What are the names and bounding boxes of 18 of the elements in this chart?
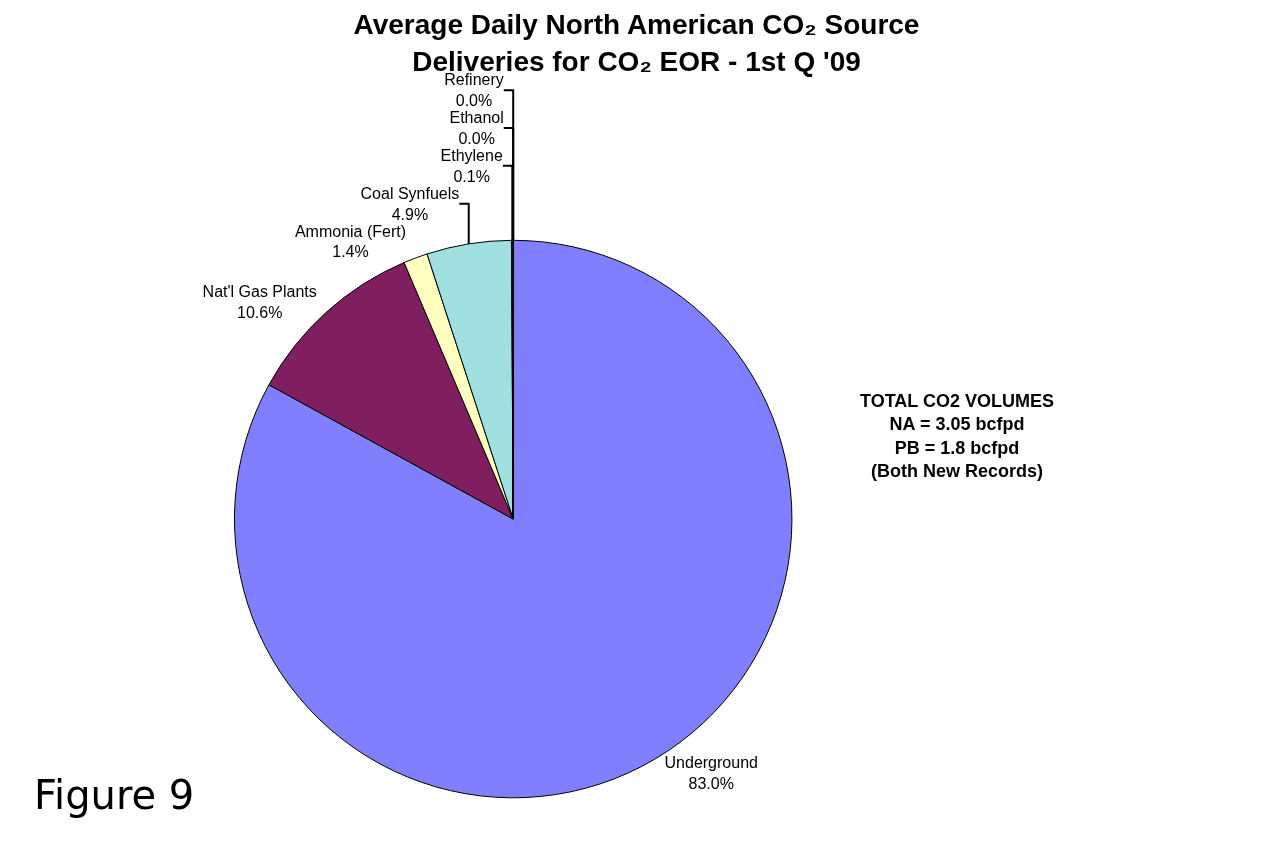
slice-label: Underground — [664, 754, 758, 772]
text: 0.0% — [455, 92, 493, 110]
slice-label: Nat'l Gas Plants — [202, 283, 317, 301]
data-label: 10.6% — [237, 303, 283, 321]
caption: Figure 9 — [34, 772, 195, 818]
data-label: 4.9% — [391, 205, 429, 223]
text: 0.0% — [458, 129, 495, 147]
data-label: 0.1% — [453, 167, 490, 185]
text: TOTAL CO2 VOLUMES — [860, 391, 1055, 411]
slice-label: Coal Synfuels — [360, 184, 460, 202]
text: NA = 3.05 bcfpd — [889, 414, 1025, 435]
slice-label: Ethylene — [440, 146, 503, 164]
data-label: 1.4% — [332, 243, 369, 261]
text: (Both New Records) — [871, 461, 1044, 482]
category-label: Ethanol — [449, 109, 504, 127]
slice-label: Ammonia (Fert) — [294, 222, 407, 240]
text: PB = 1.8 bcfpd — [894, 437, 1020, 458]
data-label: 83.0% — [688, 774, 734, 792]
